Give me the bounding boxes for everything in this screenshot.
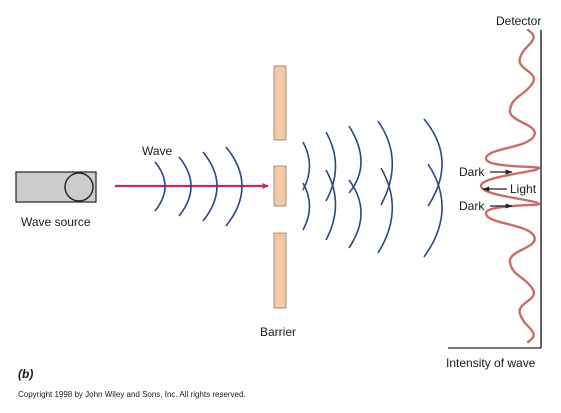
wave-source-label: Wave source bbox=[21, 215, 91, 229]
incident-wavefront bbox=[225, 146, 243, 227]
diffracted-wavefront bbox=[423, 118, 443, 207]
incident-wavefront bbox=[202, 151, 218, 222]
incident-wavefront bbox=[178, 156, 192, 217]
diffracted-wavefront bbox=[325, 131, 337, 202]
incident-wavefront bbox=[154, 161, 166, 212]
incident-wavefronts bbox=[154, 146, 243, 227]
upper-slit-wavefronts bbox=[302, 118, 443, 207]
dark-upper-label: Dark bbox=[459, 165, 485, 179]
light-label: Light bbox=[510, 182, 537, 196]
diffracted-wavefront bbox=[302, 141, 311, 191]
wave-source bbox=[15, 171, 97, 203]
panel-label: (b) bbox=[18, 367, 33, 381]
dark-lower-label: Dark bbox=[459, 199, 485, 213]
diffracted-wavefront bbox=[325, 169, 337, 241]
barrier-top-segment bbox=[273, 65, 287, 141]
diffracted-wavefront bbox=[348, 125, 362, 194]
diffracted-wavefront bbox=[377, 120, 394, 206]
intensity-axis-label: Intensity of wave bbox=[446, 356, 536, 370]
barrier-label: Barrier bbox=[260, 325, 296, 339]
intensity-curve bbox=[479, 28, 541, 344]
diffracted-wavefront bbox=[302, 182, 311, 231]
diffracted-wavefront bbox=[348, 179, 362, 249]
detector-label: Detector bbox=[496, 14, 541, 28]
diffracted-wavefront bbox=[377, 167, 394, 254]
diffracted-wavefront bbox=[423, 163, 443, 258]
lower-slit-wavefronts bbox=[302, 163, 443, 258]
barrier-middle-segment bbox=[273, 165, 287, 207]
wave-source-emitter bbox=[64, 172, 94, 202]
wave-label: Wave bbox=[142, 144, 173, 158]
barrier bbox=[273, 65, 287, 309]
barrier-bottom-segment bbox=[273, 232, 287, 309]
copyright-notice: Copyright 1998 by John Wiley and Sons, I… bbox=[18, 390, 246, 399]
